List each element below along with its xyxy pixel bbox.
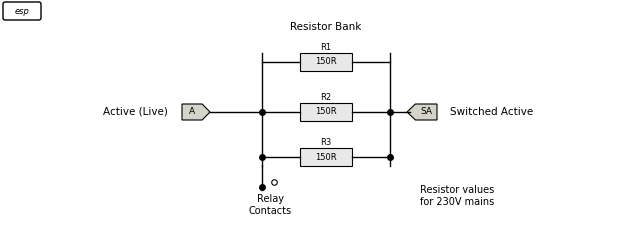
Text: 150R: 150R <box>315 108 337 117</box>
Text: Resistor values
for 230V mains: Resistor values for 230V mains <box>420 185 494 207</box>
Text: Active (Live): Active (Live) <box>103 107 168 117</box>
Text: Relay
Contacts: Relay Contacts <box>248 194 292 216</box>
Text: R2: R2 <box>321 93 332 102</box>
FancyBboxPatch shape <box>300 148 352 166</box>
FancyBboxPatch shape <box>300 103 352 121</box>
Text: Resistor Bank: Resistor Bank <box>291 22 362 32</box>
Text: 150R: 150R <box>315 58 337 67</box>
Text: SA: SA <box>420 108 432 117</box>
Text: Switched Active: Switched Active <box>450 107 533 117</box>
FancyBboxPatch shape <box>3 2 41 20</box>
Polygon shape <box>182 104 210 120</box>
Text: R1: R1 <box>321 43 332 52</box>
Text: A: A <box>189 108 195 117</box>
Polygon shape <box>407 104 437 120</box>
FancyBboxPatch shape <box>300 53 352 71</box>
Text: 150R: 150R <box>315 153 337 162</box>
Text: esp: esp <box>15 7 29 16</box>
Text: R3: R3 <box>321 138 332 147</box>
